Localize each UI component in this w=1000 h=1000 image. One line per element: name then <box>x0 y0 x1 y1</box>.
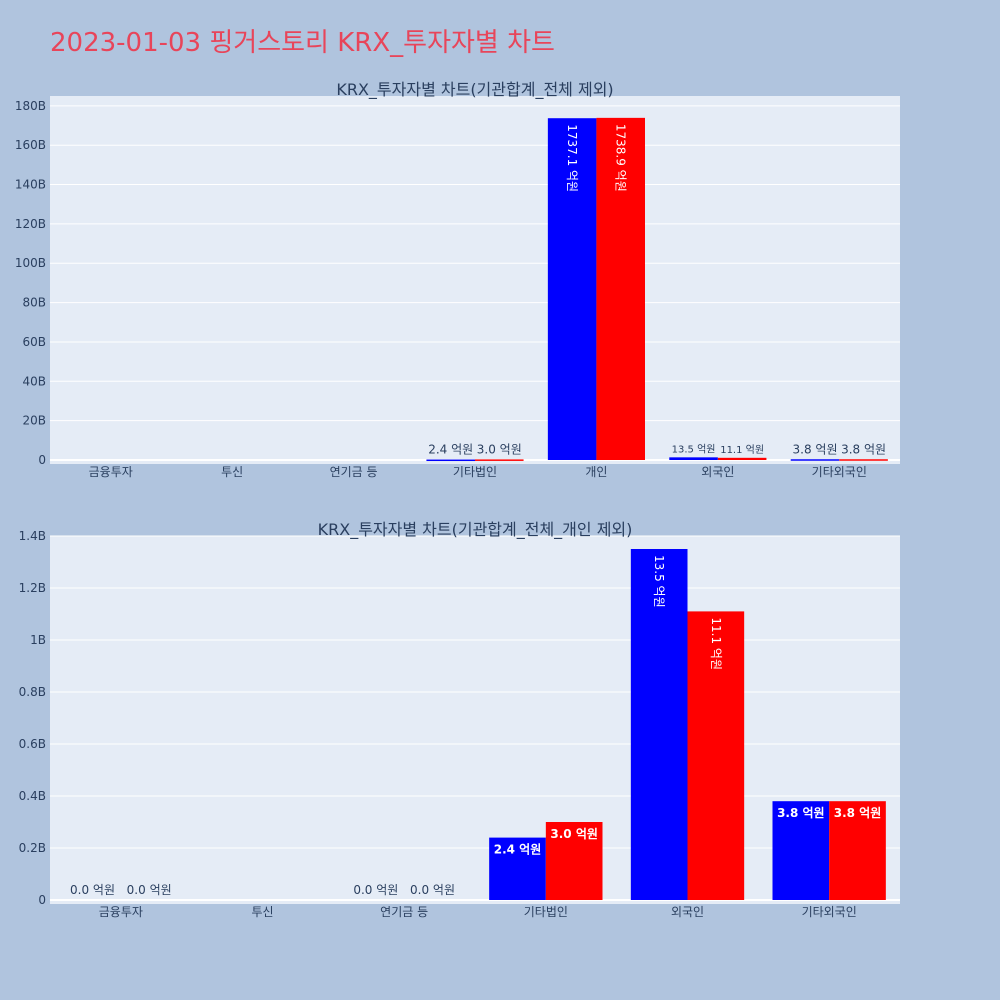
bar <box>426 459 475 462</box>
bar-data-label: 0.0 억원 <box>353 883 398 897</box>
x-tick-label: 연기금 등 <box>380 905 428 919</box>
chart-1-plot-area <box>50 96 900 464</box>
y-tick-label: 20B <box>22 414 46 428</box>
x-tick-label: 기타법인 <box>524 905 568 919</box>
y-tick-label: 60B <box>22 335 46 349</box>
y-tick-label: 1.4B <box>19 529 46 543</box>
bar <box>475 459 524 461</box>
chart-2-title: KRX_투자자별 차트(기관합계_전체_개인 제외) <box>318 520 633 540</box>
bar <box>687 611 745 900</box>
bar-data-label: 2.4 억원 <box>494 843 542 857</box>
chart-2: 0.0 억원 0.0 억원 0.0 억원 0.0 억원 2.4 억원 3.0 억원 13.5… <box>19 520 900 919</box>
bar <box>669 457 718 460</box>
bar <box>829 801 886 900</box>
x-tick-label: 연기금 등 <box>330 465 378 479</box>
y-tick-label: 140B <box>15 178 46 192</box>
x-tick-label: 외국인 <box>671 905 704 919</box>
bar-data-label: 13.5 억원 <box>652 555 666 608</box>
y-tick-label: 120B <box>15 217 46 231</box>
y-tick-label: 1B <box>30 633 46 647</box>
bar-data-label: 3.8 억원 <box>793 442 838 456</box>
bar-data-label: 1737.1 억원 <box>565 124 579 192</box>
bar <box>630 549 688 900</box>
bar <box>790 459 840 461</box>
bar-data-label: 11.1 억원 <box>709 617 723 670</box>
y-tick-label: 100B <box>15 256 46 270</box>
bar <box>596 117 645 460</box>
bar-data-label: 0.0 억원 <box>410 883 455 897</box>
chart-1-title: KRX_투자자별 차트(기관합계_전체 제외) <box>336 80 613 100</box>
bar <box>489 837 546 900</box>
x-tick-label: 투신 <box>251 905 273 919</box>
bar-data-label: 3.8 억원 <box>777 806 825 820</box>
bar <box>717 457 767 460</box>
chart-1: 2.4 억원 3.0 억원 1737.1 억원 1738.9 억원 13.5 억원 11.… <box>15 80 900 479</box>
page-title: 2023-01-03 핑거스토리 KRX_투자자별 차트 <box>50 28 555 58</box>
bar-data-label: 1738.9 억원 <box>614 124 628 192</box>
y-tick-label: 1.2B <box>19 581 46 595</box>
x-tick-label: 개인 <box>585 465 607 479</box>
bar <box>772 801 830 900</box>
bar-data-label: 2.4 억원 <box>428 443 473 457</box>
y-tick-label: 0.6B <box>19 737 46 751</box>
x-tick-label: 기타법인 <box>453 465 497 479</box>
y-tick-label: 0.2B <box>19 841 46 855</box>
bar <box>839 459 888 461</box>
y-tick-label: 0.8B <box>19 685 46 699</box>
x-tick-label: 외국인 <box>701 465 734 479</box>
bar-data-label: 3.0 억원 <box>477 442 522 456</box>
y-tick-label: 160B <box>15 138 46 152</box>
y-tick-label: 180B <box>15 99 46 113</box>
bar <box>547 118 597 460</box>
y-tick-label: 0 <box>38 453 46 467</box>
bar-data-label: 13.5 억원 <box>672 443 716 455</box>
x-tick-label: 금융투자 <box>99 905 143 919</box>
bar-data-label: 0.0 억원 <box>127 883 172 897</box>
x-tick-label: 기타외국인 <box>812 465 867 479</box>
x-tick-label: 투신 <box>221 465 243 479</box>
bar <box>545 822 603 900</box>
y-tick-label: 40B <box>22 374 46 388</box>
bar-data-label: 3.8 억원 <box>841 442 886 456</box>
bar-data-label: 3.0 억원 <box>550 827 598 841</box>
y-tick-label: 80B <box>22 296 46 310</box>
bar-data-label: 3.8 억원 <box>834 806 882 820</box>
y-tick-label: 0.4B <box>19 789 46 803</box>
bar-data-label: 0.0 억원 <box>70 883 115 897</box>
y-tick-label: 0 <box>38 893 46 907</box>
bar-data-label: 11.1 억원 <box>720 444 764 456</box>
chart-2-plot-area <box>50 536 900 904</box>
x-tick-label: 금융투자 <box>89 465 133 479</box>
x-tick-label: 기타외국인 <box>802 905 857 919</box>
